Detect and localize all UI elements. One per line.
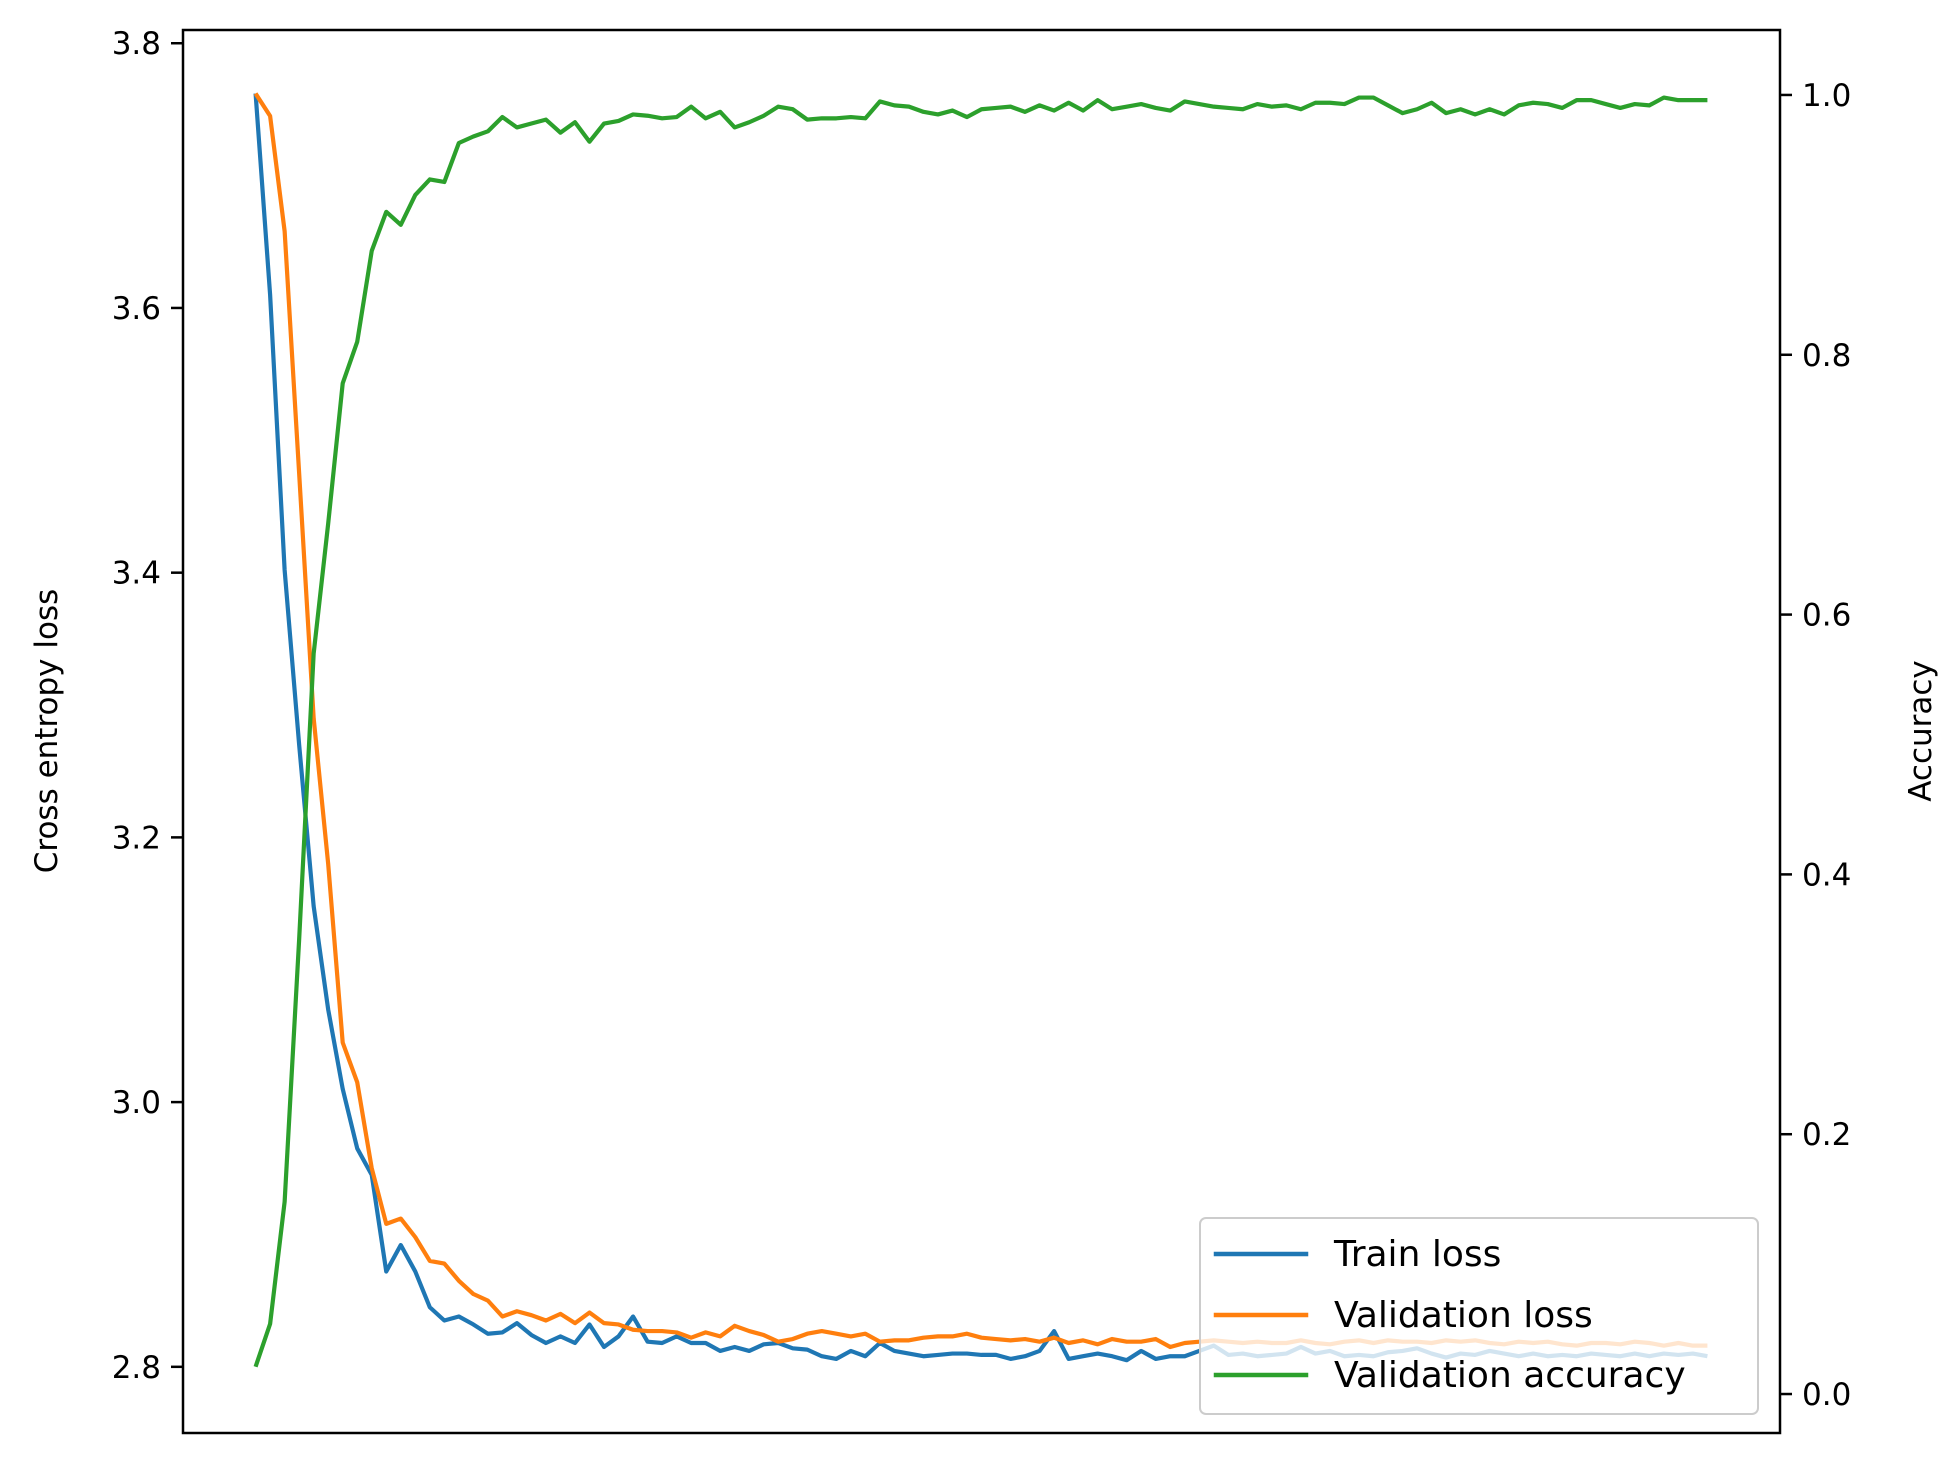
left-tick-label: 3.4 [112, 556, 161, 592]
right-y-axis: 0.0 0.2 0.4 0.6 0.8 1.0 [1780, 78, 1851, 1413]
right-tick-label: 0.0 [1802, 1377, 1851, 1413]
legend-label-validation-accuracy: Validation accuracy [1334, 1355, 1686, 1396]
legend-label-train-loss: Train loss [1333, 1234, 1501, 1275]
left-tick-label: 3.2 [112, 820, 161, 856]
right-tick-label: 0.4 [1802, 857, 1851, 893]
legend-box [1199, 1217, 1759, 1415]
series-line-validation-accuracy [253, 95, 1708, 1368]
left-y-axis: 2.8 3.0 3.2 3.4 3.6 3.8 [112, 26, 183, 1386]
left-tick-label: 3.6 [112, 291, 161, 327]
right-tick-label: 0.8 [1802, 338, 1851, 374]
right-tick-label: 1.0 [1802, 78, 1851, 114]
legend-label-validation-loss: Validation loss [1334, 1295, 1593, 1336]
left-tick-label: 2.8 [112, 1350, 161, 1386]
legend: Train loss Validation loss Validation ac… [1199, 1217, 1759, 1415]
right-tick-label: 0.2 [1802, 1117, 1851, 1153]
right-tick-label: 0.6 [1802, 598, 1851, 634]
left-tick-label: 3.8 [112, 26, 161, 62]
left-axis-title: Cross entropy loss [29, 589, 65, 874]
right-axis-title: Accuracy [1903, 660, 1939, 802]
left-tick-label: 3.0 [112, 1085, 161, 1121]
plot-frame [181, 28, 1782, 1435]
